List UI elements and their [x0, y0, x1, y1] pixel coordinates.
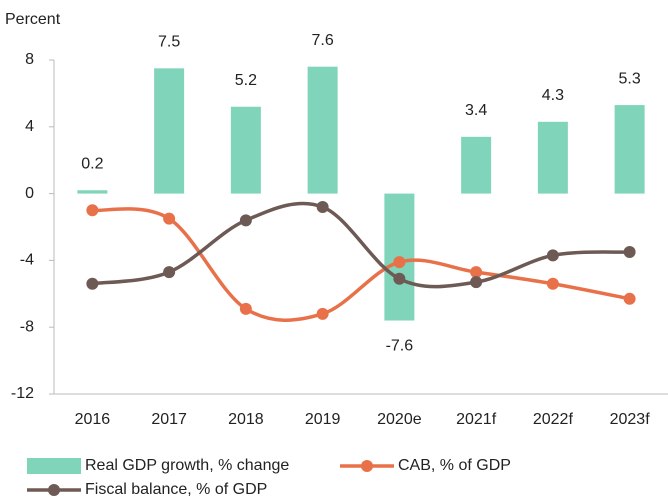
marker [316, 200, 329, 213]
marker [316, 307, 329, 320]
x-tick-label: 2016 [75, 411, 111, 428]
marker [239, 214, 252, 227]
data-label: 3.4 [465, 102, 487, 119]
x-tick-label: 2019 [305, 411, 341, 428]
x-tick-label: 2018 [228, 411, 264, 428]
marker [86, 277, 99, 290]
marker [393, 256, 406, 269]
marker [546, 277, 559, 290]
marker [546, 249, 559, 262]
line [92, 201, 630, 289]
x-tick-label: 2017 [151, 411, 187, 428]
bar [461, 136, 492, 194]
marker [239, 302, 252, 315]
marker [163, 212, 176, 225]
x-tick-label: 2022f [533, 411, 574, 428]
x-tick-label: 2020e [377, 411, 422, 428]
y-tick-label: 4 [25, 118, 34, 135]
data-label: -7.6 [386, 338, 414, 355]
bar [537, 121, 568, 194]
marker [470, 266, 483, 279]
marker [163, 266, 176, 279]
data-label: 4.3 [542, 87, 564, 104]
y-tick-label: 8 [25, 51, 34, 68]
line [92, 207, 630, 322]
marker [470, 276, 483, 289]
marker [86, 204, 99, 217]
data-label: 0.2 [81, 155, 103, 172]
bar [307, 66, 338, 194]
data-label: 7.5 [158, 34, 180, 51]
bar [77, 190, 108, 194]
bar [230, 106, 261, 194]
legend-marker [361, 460, 373, 472]
data-label: 7.6 [312, 32, 334, 49]
y-tick-label: -4 [20, 252, 34, 269]
data-label: 5.2 [235, 72, 257, 89]
marker [393, 272, 406, 285]
y-tick-label: -8 [20, 318, 34, 335]
y-tick-label: -12 [11, 385, 34, 402]
legend-label: Real GDP growth, % change [85, 457, 289, 474]
y-tick-label: 0 [25, 185, 34, 202]
legend-label: Fiscal balance, % of GDP [85, 481, 267, 498]
bar [614, 105, 645, 194]
marker [623, 246, 636, 259]
x-tick-label: 2023f [610, 411, 651, 428]
data-label: 5.3 [619, 70, 641, 87]
legend-label: CAB, % of GDP [398, 457, 511, 474]
legend-swatch [27, 458, 81, 474]
legend-marker [48, 484, 60, 496]
marker [623, 292, 636, 305]
x-tick-label: 2021f [456, 411, 497, 428]
bar [154, 68, 185, 194]
y-axis-label: Percent [5, 11, 61, 28]
